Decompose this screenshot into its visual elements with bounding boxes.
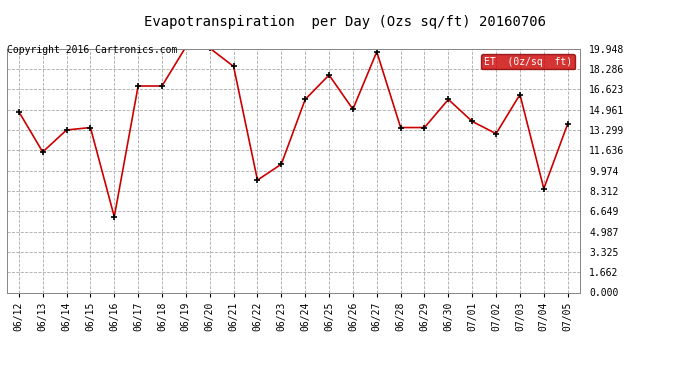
Text: Copyright 2016 Cartronics.com: Copyright 2016 Cartronics.com [7,45,177,55]
Legend: ET  (0z/sq  ft): ET (0z/sq ft) [481,54,575,69]
Text: Evapotranspiration  per Day (Ozs sq/ft) 20160706: Evapotranspiration per Day (Ozs sq/ft) 2… [144,15,546,29]
